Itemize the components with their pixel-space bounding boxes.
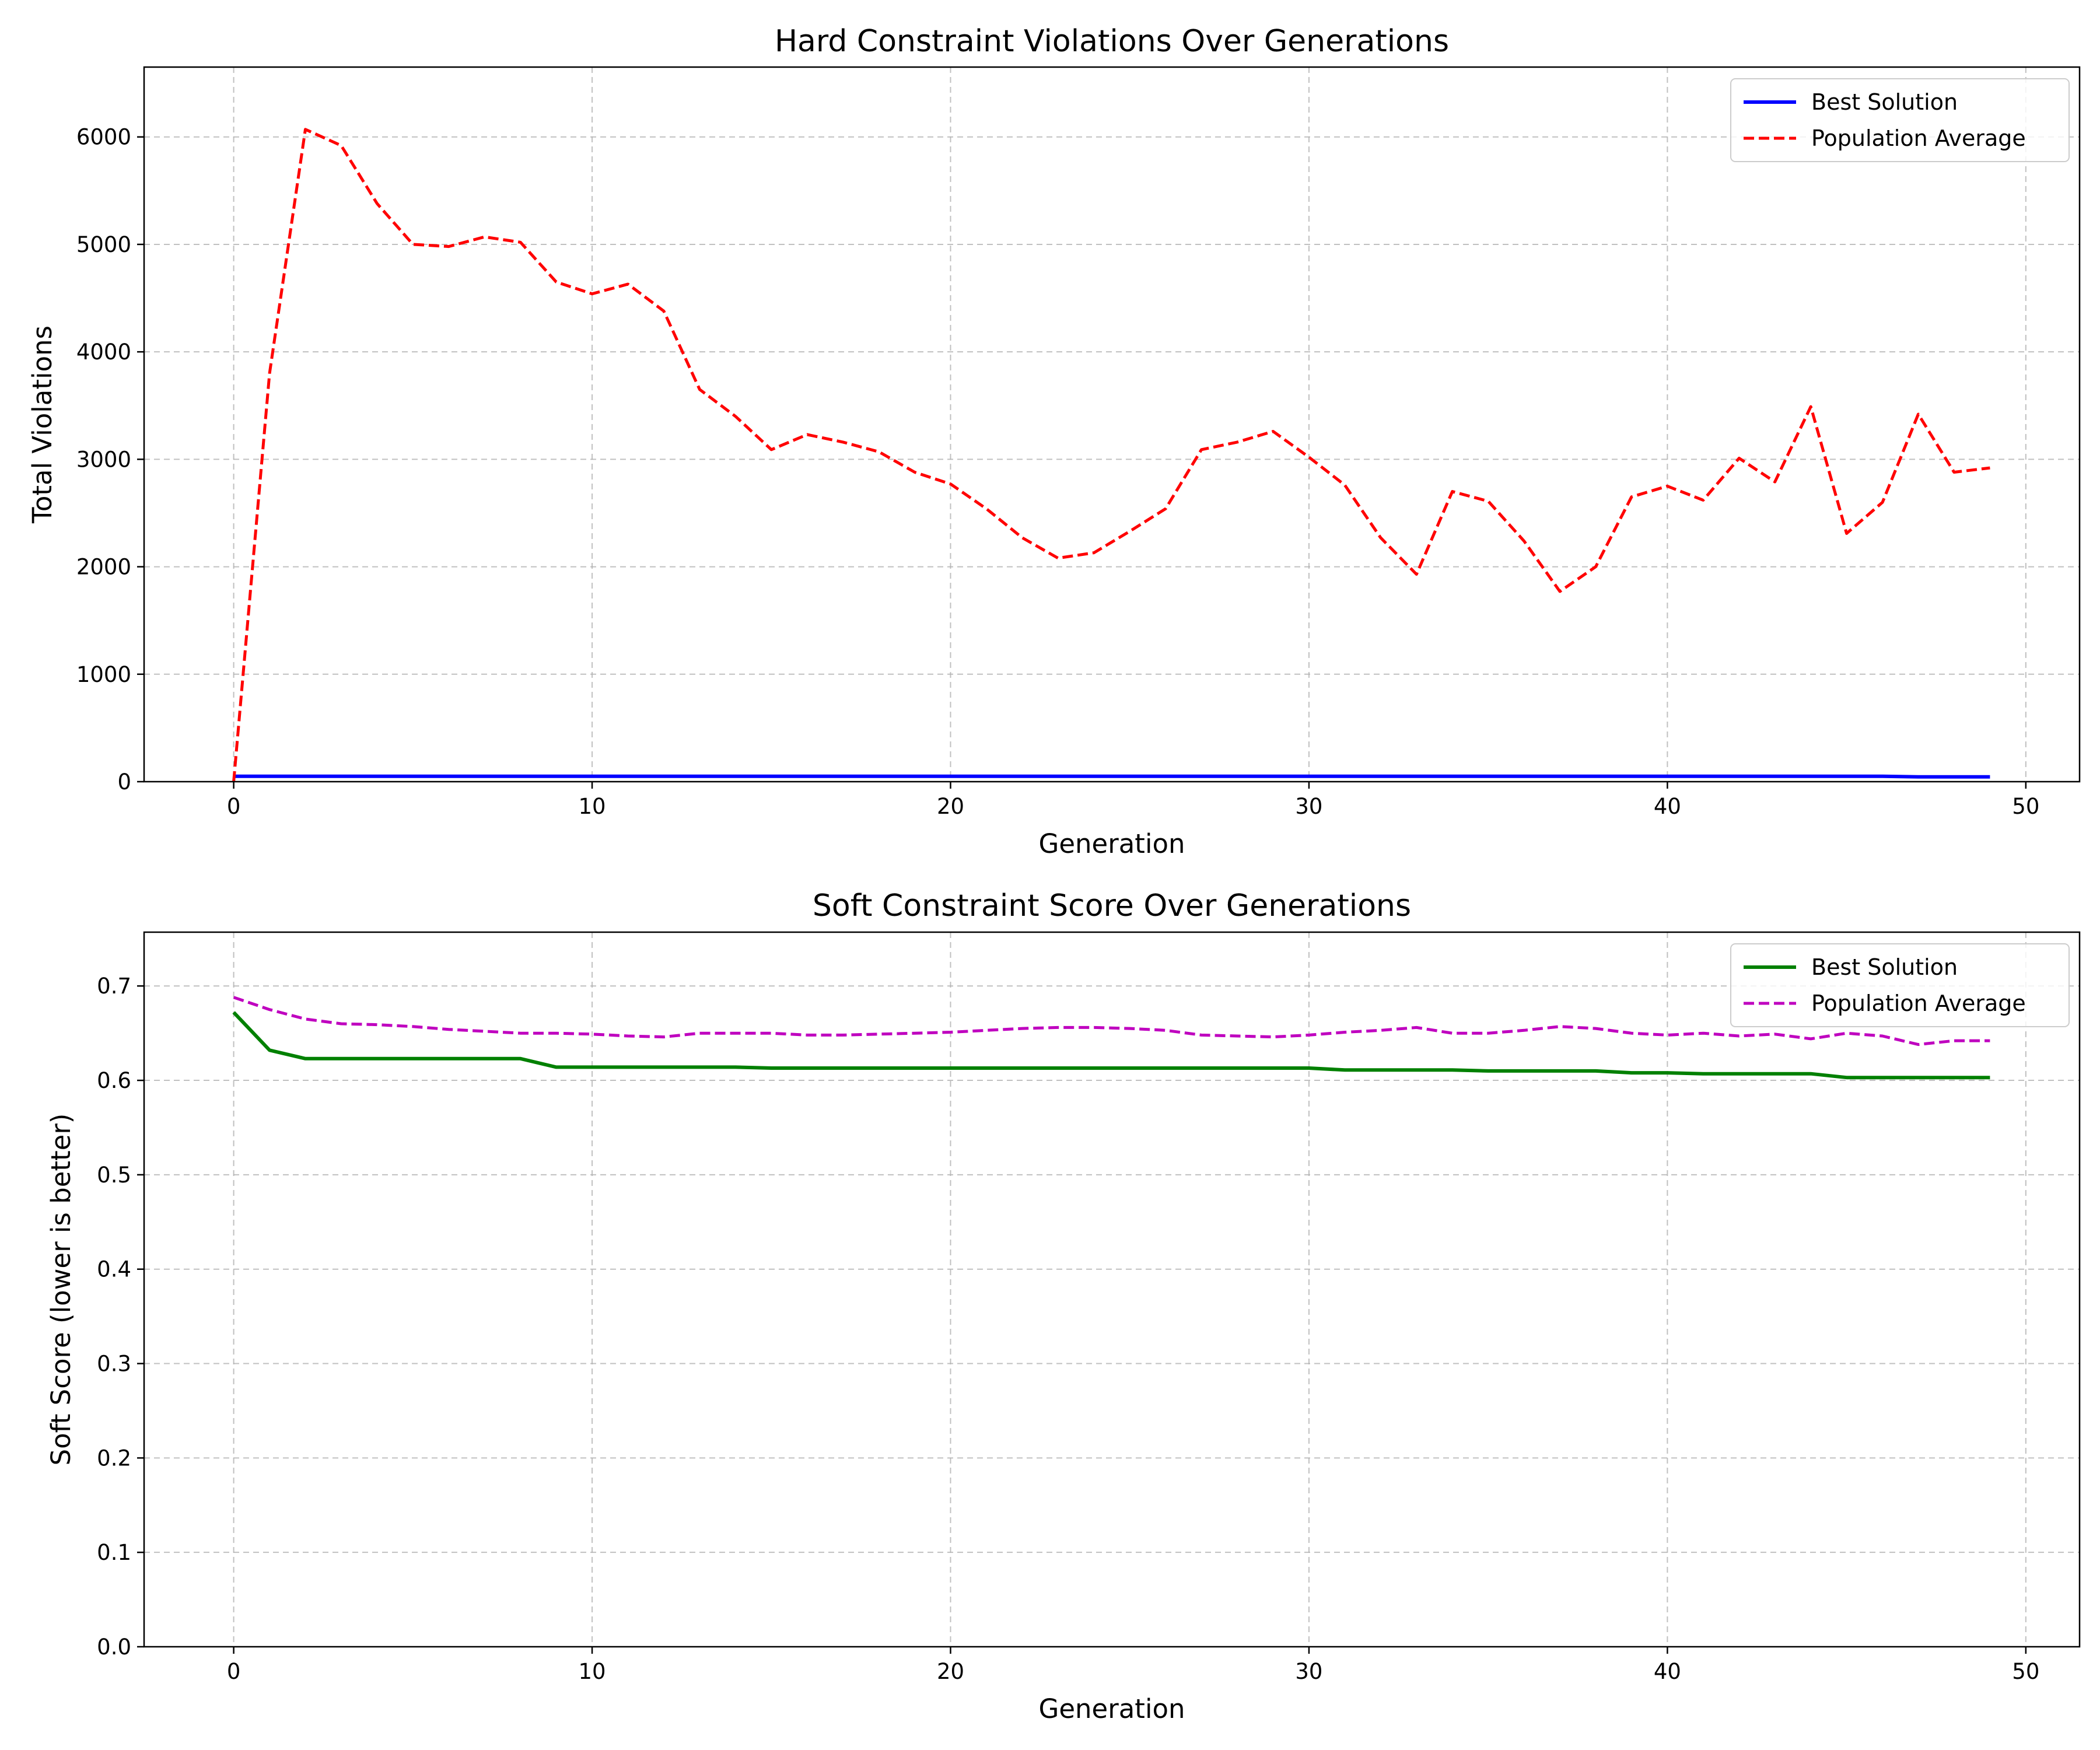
- hard-y-tick-label: 2000: [76, 555, 131, 580]
- soft-y-tick-label: 0.0: [97, 1634, 131, 1660]
- soft-y-tick-label: 0.2: [97, 1446, 131, 1471]
- hard-y-tick-label: 6000: [76, 125, 131, 150]
- soft-series-population-average: [233, 996, 1990, 1046]
- hard-x-tick-label: 0: [227, 794, 241, 819]
- hard-chart-series: [232, 128, 1990, 782]
- hard-y-tick-label: 5000: [76, 232, 131, 257]
- hard-constraint-chart: 0 10 20 30 40 50 0 1000 2000 3000 4000 5000 6000 Har…: [27, 24, 2081, 859]
- hard-x-tick-label: 30: [1295, 794, 1322, 819]
- soft-chart-plot-frame: [143, 931, 2081, 1648]
- hard-legend-average-label: Population Average: [1811, 125, 2026, 151]
- soft-chart-ticks: 0 10 20 30 40 50 0.0 0.1 0.2 0.3 0.4 0.5 0.6 0.7: [97, 974, 2039, 1684]
- hard-chart-ticks: 0 10 20 30 40 50 0 1000 2000 3000 4000 5000 6000: [76, 125, 2040, 819]
- hard-y-tick-label: 1000: [76, 662, 131, 687]
- hard-chart-title: Hard Constraint Violations Over Generati…: [775, 24, 1449, 59]
- hard-x-tick-label: 40: [1654, 794, 1681, 819]
- hard-legend-best-label: Best Solution: [1811, 89, 1958, 115]
- soft-chart-series: [232, 996, 1990, 1080]
- soft-y-tick-label: 0.3: [97, 1352, 131, 1377]
- hard-chart-legend-box: [1730, 78, 2070, 162]
- hard-series-population-average: [232, 128, 1990, 782]
- hard-series-best-solution: [233, 774, 1990, 779]
- hard-chart-x-axis-label: Generation: [1038, 828, 1185, 859]
- soft-x-tick-label: 40: [1654, 1659, 1681, 1684]
- hard-y-tick-label: 4000: [76, 340, 131, 365]
- hard-x-tick-label: 10: [579, 794, 606, 819]
- soft-x-tick-label: 50: [2012, 1659, 2039, 1684]
- soft-y-tick-label: 0.4: [97, 1257, 131, 1282]
- soft-chart-legend-box: [1730, 943, 2070, 1027]
- soft-chart-y-axis-label: Soft Score (lower is better): [46, 1114, 76, 1466]
- soft-y-tick-label: 0.1: [97, 1540, 131, 1565]
- soft-x-tick-label: 0: [227, 1659, 241, 1684]
- soft-chart-grid: [144, 932, 2080, 1647]
- soft-y-tick-label: 0.6: [97, 1068, 131, 1093]
- soft-chart-legend: Best Solution Population Average: [1730, 943, 2070, 1027]
- hard-x-tick-label: 20: [937, 794, 964, 819]
- soft-constraint-chart: 0 10 20 30 40 50 0.0 0.1 0.2 0.3 0.4 0.5 0.6 0.7 Soft…: [46, 888, 2081, 1724]
- soft-y-tick-label: 0.5: [97, 1163, 131, 1188]
- hard-y-tick-label: 3000: [76, 447, 131, 472]
- hard-chart-plot-frame: [143, 66, 2081, 783]
- soft-x-tick-label: 30: [1295, 1659, 1322, 1684]
- hard-chart-y-axis-label: Total Violations: [27, 326, 58, 524]
- soft-chart-title: Soft Constraint Score Over Generations: [813, 888, 1411, 923]
- hard-y-tick-label: 0: [117, 769, 131, 794]
- soft-x-tick-label: 10: [579, 1659, 606, 1684]
- soft-series-best-solution: [232, 1011, 1990, 1080]
- hard-chart-grid: [144, 67, 2080, 782]
- soft-x-tick-label: 20: [937, 1659, 964, 1684]
- soft-y-tick-label: 0.7: [97, 974, 131, 999]
- hard-x-tick-label: 50: [2012, 794, 2039, 819]
- soft-legend-best-label: Best Solution: [1811, 954, 1958, 980]
- hard-chart-legend: Best Solution Population Average: [1730, 78, 2070, 162]
- soft-legend-average-label: Population Average: [1811, 991, 2026, 1016]
- soft-chart-x-axis-label: Generation: [1038, 1693, 1185, 1724]
